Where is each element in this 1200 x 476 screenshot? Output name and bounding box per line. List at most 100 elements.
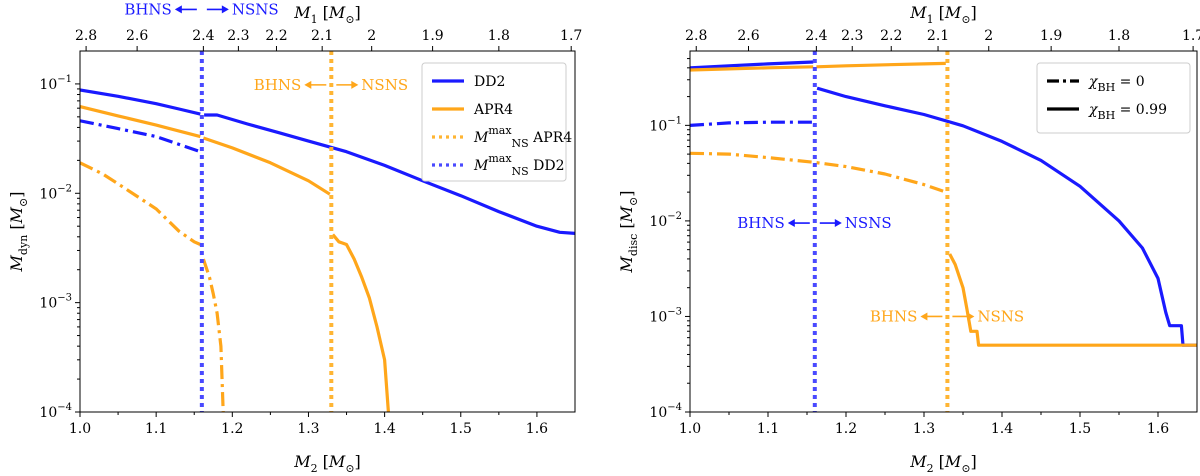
right-annotation-0: BHNS NSNS [737, 214, 891, 232]
right-legend: χBH = 0 χBH = 0.99 [1036, 62, 1191, 134]
right-top-tick-label: 2.6 [737, 28, 759, 44]
right-xtick-label: 1.6 [1147, 421, 1169, 437]
right-xtick-label: 1.2 [835, 421, 857, 437]
left-xtick-label: 1.2 [221, 421, 243, 437]
left-annotation-arrowhead-right [221, 5, 229, 14]
right-top-tick-label: 2.2 [880, 28, 902, 44]
left-xtick-label: 1.6 [526, 421, 548, 437]
right-top-tick-label: 2.1 [927, 28, 949, 44]
left-ytick-label: 10−3 [39, 293, 72, 312]
left-series-line-2 [80, 105, 201, 139]
right-xtick-label: 1.5 [1069, 421, 1091, 437]
right-panel: BHNS NSNS BHNS NSNS 1.0 1.1 1.2 1.3 1.4 1.5 1.6 2.8… [617, 3, 1200, 475]
right-xtick-label: 1.4 [991, 421, 1013, 437]
left-series-line-4 [331, 233, 390, 412]
right-xtick-label: 1.1 [757, 421, 779, 437]
right-top-axis-label: M1 [M⊙] [909, 3, 977, 26]
left-top-tick-label: 2.4 [192, 28, 214, 44]
left-series-line-3 [202, 136, 331, 196]
right-series-line-2 [690, 65, 814, 72]
left-top-tick-label: 1.9 [421, 28, 443, 44]
right-axes-frame [689, 50, 1198, 413]
left-top-tick-label: 2.2 [265, 28, 287, 44]
right-annotation-arrowhead-left [920, 312, 928, 321]
left-panel: BHNS NSNS BHNS NSNS 1.0 1.1 1.2 1.3 1.4 1.5 1.6 2.8… [7, 0, 582, 475]
right-ytick-label: 10−2 [649, 211, 682, 230]
left-annotation-label-right: NSNS [361, 76, 408, 94]
left-annotation-0: BHNS NSNS [124, 0, 278, 18]
left-xtick-label: 1.1 [145, 421, 167, 437]
right-series-line-5 [690, 120, 814, 127]
left-annotation-label-left: BHNS [124, 0, 172, 18]
left-y-axis-label: Mdyn [M⊙] [7, 192, 30, 273]
left-legend-label: MmaxNS DD2 [473, 152, 565, 178]
left-top-tick-label: 2.8 [75, 28, 97, 44]
left-top-axis-label: M1 [M⊙] [293, 3, 361, 26]
right-plot-area [690, 51, 1197, 412]
right-annotation-label-left: BHNS [870, 307, 918, 325]
right-annotation-label-left: BHNS [737, 214, 785, 232]
right-annotation-label-right: NSNS [845, 214, 892, 232]
right-xtick-label: 1.0 [679, 421, 701, 437]
left-series-line-7 [201, 258, 225, 412]
right-annotation-label-right: NSNS [977, 307, 1024, 325]
right-series-line-0 [690, 60, 814, 70]
left-xtick-label: 1.0 [69, 421, 91, 437]
right-top-tick-label: 2 [984, 28, 993, 44]
left-top-tick-label: 2.6 [126, 28, 148, 44]
left-annotation-arrowhead-left [174, 5, 182, 14]
left-top-tick-label: 2.1 [311, 28, 333, 44]
right-ytick-label: 10−4 [649, 402, 682, 421]
right-top-tick-label: 1.9 [1040, 28, 1062, 44]
left-axes-frame [79, 50, 576, 413]
right-series-line-4 [948, 253, 1197, 347]
left-plot-area [80, 51, 575, 412]
right-series-line-3 [816, 61, 946, 69]
left-annotation-arrowhead-right [351, 80, 359, 89]
left-xtick-label: 1.3 [297, 421, 319, 437]
left-xtick-label: 1.5 [450, 421, 472, 437]
right-series-line-6 [690, 151, 947, 194]
right-legend-label: χBH = 0.99 [1088, 102, 1167, 122]
right-top-tick-label: 1.7 [1182, 28, 1200, 44]
left-series-line-0 [80, 88, 201, 116]
right-xtick-label: 1.3 [913, 421, 935, 437]
right-top-tick-label: 2.4 [805, 28, 827, 44]
left-series-line-6 [80, 161, 201, 246]
left-series-line-5 [80, 119, 201, 154]
left-legend-box [421, 62, 567, 182]
left-ytick-label: 10−4 [39, 402, 72, 421]
right-annotation-arrowhead-right [834, 219, 842, 228]
left-legend-label: MmaxNS APR4 [473, 124, 572, 150]
left-series-line-1 [204, 113, 575, 235]
left-annotation-label-left: BHNS [254, 76, 302, 94]
left-ytick-label: 10−2 [39, 183, 72, 202]
right-top-tick-label: 2.8 [685, 28, 707, 44]
left-top-tick-label: 1.7 [560, 28, 582, 44]
right-y-axis-label: Mdisc [M⊙] [617, 191, 640, 274]
left-top-tick-label: 1.8 [488, 28, 510, 44]
right-top-tick-label: 2.3 [841, 28, 863, 44]
right-x-axis-label: M2 [M⊙] [909, 452, 977, 475]
left-legend-label: DD2 [474, 74, 505, 90]
right-top-tick-label: 1.8 [1108, 28, 1130, 44]
right-ytick-label: 10−1 [649, 115, 682, 134]
right-series-line-1 [816, 86, 1197, 347]
right-legend-label: χBH = 0 [1088, 74, 1145, 94]
left-x-axis-label: M2 [M⊙] [293, 452, 361, 475]
left-annotation-arrowhead-left [304, 80, 312, 89]
left-xtick-label: 1.4 [373, 421, 395, 437]
right-ytick-label: 10−3 [649, 306, 682, 325]
right-annotation-1: BHNS NSNS [870, 307, 1024, 325]
left-top-tick-label: 2.3 [227, 28, 249, 44]
left-annotation-1: BHNS NSNS [254, 76, 408, 94]
right-annotation-arrowhead-left [787, 219, 795, 228]
right-annotation-arrowhead-right [967, 312, 975, 321]
left-ytick-label: 10−1 [39, 74, 72, 93]
right-legend-box [1036, 62, 1191, 134]
left-annotation-label-right: NSNS [232, 0, 279, 18]
left-top-tick-label: 2 [367, 28, 376, 44]
left-legend-label: APR4 [473, 102, 513, 118]
